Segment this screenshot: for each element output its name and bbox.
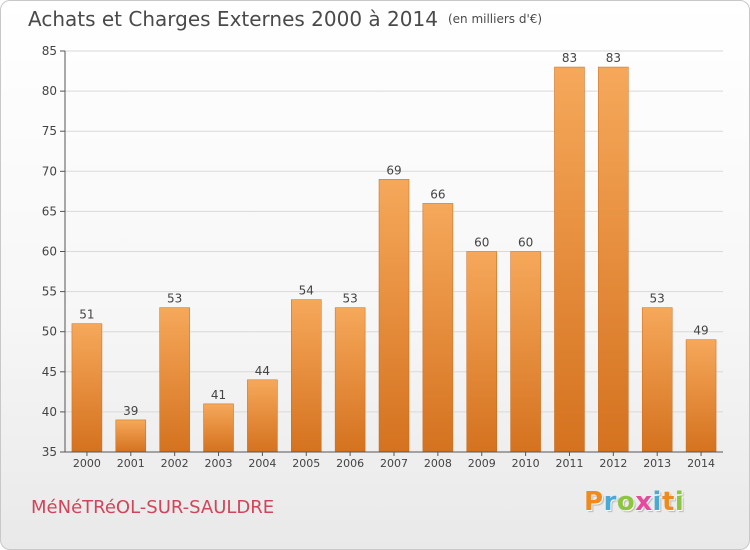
y-tick-label: 50: [42, 325, 57, 339]
bar-2000: [71, 323, 103, 453]
x-tick-label-2006: 2006: [336, 457, 364, 470]
y-tick-label: 85: [42, 44, 57, 58]
chart-subtitle: (en milliers d'€): [447, 12, 543, 26]
bar-2008: [422, 203, 454, 453]
y-tick-label: 70: [42, 164, 57, 178]
data-label-2013: 53: [650, 292, 665, 306]
y-tick-label: 60: [42, 245, 57, 259]
chart-title-text: Achats et Charges Externes 2000 à 2014: [28, 7, 438, 31]
x-tick-label-2013: 2013: [643, 457, 671, 470]
bar-2011: [554, 66, 585, 453]
logo-letter: x: [635, 487, 653, 517]
data-label-2009: 60: [474, 236, 489, 250]
data-label-2007: 69: [386, 163, 401, 177]
data-label-2000: 51: [79, 308, 94, 322]
data-label-2014: 49: [693, 324, 708, 338]
bar-2007: [378, 179, 410, 453]
data-label-2002: 53: [167, 292, 182, 306]
x-tick-label-2003: 2003: [205, 457, 233, 470]
y-tick-label: 65: [42, 204, 57, 218]
logo-letter: i: [674, 487, 685, 517]
logo-letter: r: [603, 487, 617, 517]
chart-title: Achats et Charges Externes 2000 à 2014 (e…: [28, 7, 542, 31]
logo-letter: t: [661, 487, 675, 517]
y-tick-label: 45: [42, 365, 57, 379]
x-tick-label-2002: 2002: [161, 457, 189, 470]
bar-2004: [247, 379, 278, 453]
data-label-2008: 66: [430, 187, 445, 201]
data-label-2004: 44: [255, 364, 270, 378]
data-label-2006: 53: [342, 292, 357, 306]
x-tick-label-2014: 2014: [687, 457, 715, 470]
x-tick-label-2005: 2005: [292, 457, 320, 470]
bar-2002: [159, 307, 190, 453]
axes: [60, 50, 723, 456]
bar-2009: [466, 251, 497, 453]
logo-letter: o: [616, 487, 636, 517]
labels: 35 40 45 50 55 60 65 70 75 80 85 51 2000 39 2001 53 2002…: [42, 44, 715, 470]
y-tick-label: 80: [42, 84, 57, 98]
data-label-2005: 54: [299, 284, 314, 298]
x-tick-label-2004: 2004: [248, 457, 276, 470]
bars: [71, 66, 717, 453]
bar-2012: [598, 66, 629, 453]
bar-2003: [203, 403, 234, 453]
x-tick-label-2012: 2012: [599, 457, 627, 470]
x-tick-label-2010: 2010: [512, 457, 540, 470]
bar-2013: [641, 307, 673, 453]
data-label-2011: 83: [562, 51, 577, 65]
x-tick-label-2000: 2000: [73, 457, 101, 470]
y-tick-label: 75: [42, 124, 57, 138]
x-tick-label-2008: 2008: [424, 457, 452, 470]
bar-2010: [510, 251, 541, 453]
commune-name: MéNéTRéOL-SUR-SAULDRE: [31, 497, 275, 518]
x-tick-label-2011: 2011: [555, 457, 583, 470]
data-label-2012: 83: [606, 51, 621, 65]
proxiti-logo: Proxiti: [584, 487, 684, 517]
y-tick-label: 55: [42, 285, 57, 299]
bar-2006: [334, 307, 366, 453]
logo-letter: P: [584, 487, 604, 517]
x-tick-label-2001: 2001: [117, 457, 145, 470]
data-label-2003: 41: [211, 388, 226, 402]
bar-2005: [291, 299, 322, 453]
data-label-2001: 39: [123, 404, 138, 418]
bar-2001: [115, 419, 147, 453]
y-tick-label: 35: [42, 445, 57, 459]
data-label-2010: 60: [518, 236, 533, 250]
logo-letter: i: [652, 487, 662, 517]
x-tick-label-2007: 2007: [380, 457, 408, 470]
bar-2014: [685, 339, 717, 453]
x-tick-label-2009: 2009: [468, 457, 496, 470]
y-tick-label: 40: [42, 405, 57, 419]
